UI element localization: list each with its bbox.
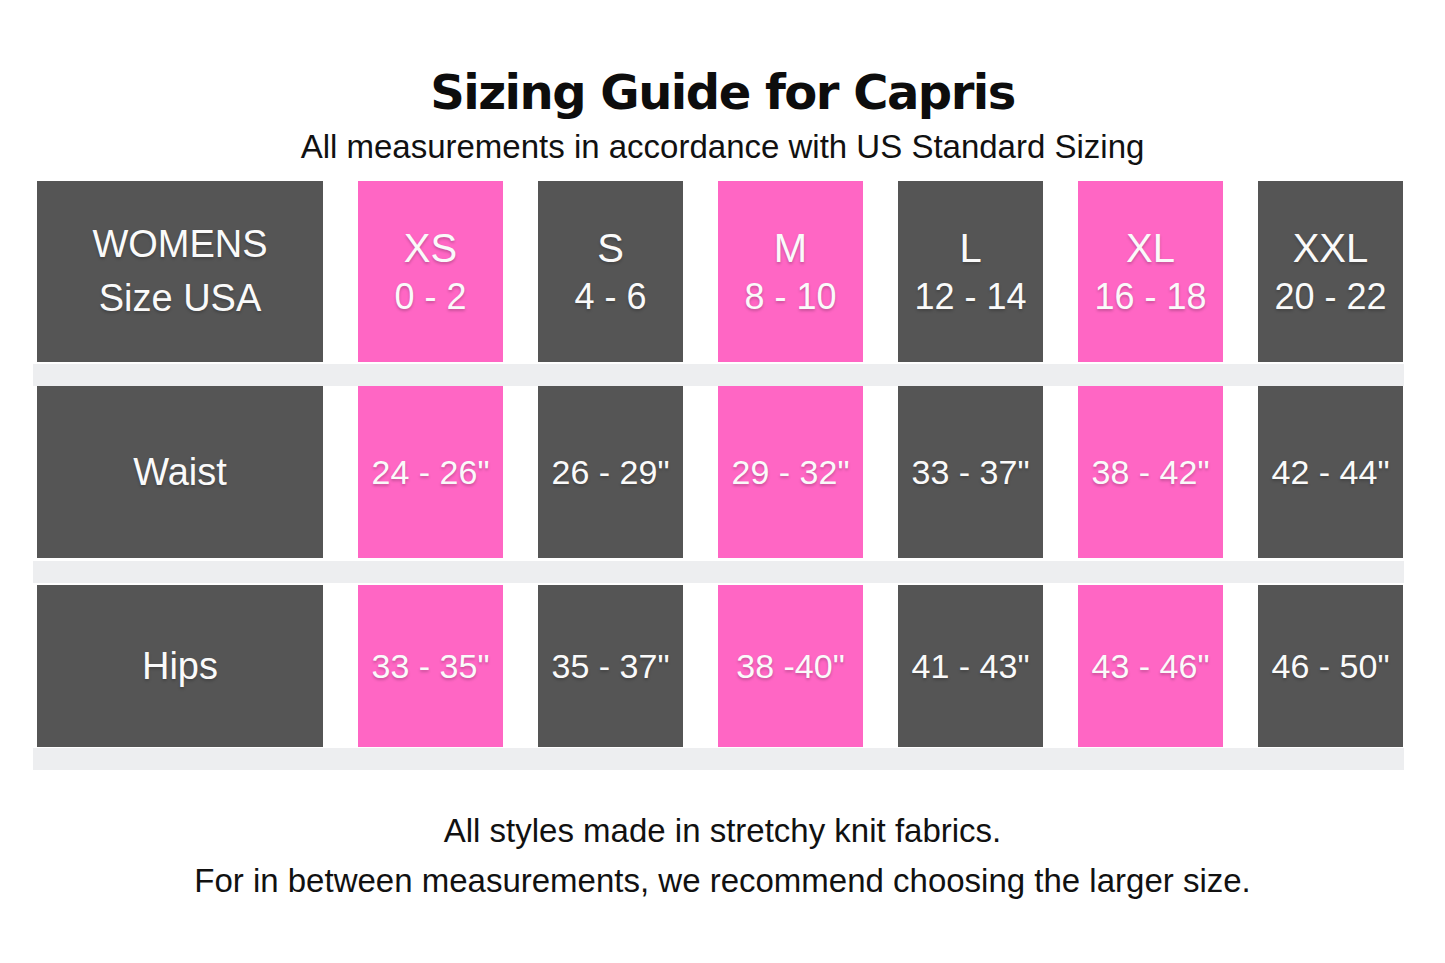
size-range-s: 4 - 6: [574, 274, 646, 321]
sizing-guide-graphic: Sizing Guide for Capris All measurements…: [0, 0, 1445, 963]
waist-value-s: 26 - 29": [552, 453, 670, 492]
header-cell-xs: XS 0 - 2: [358, 181, 503, 362]
waist-cell-xxl: 42 - 44": [1258, 386, 1403, 558]
size-label-l: L: [959, 222, 981, 274]
hips-value-xl: 43 - 46": [1092, 647, 1210, 686]
row-separator: [33, 364, 1404, 386]
sizing-table: WOMENS Size USA XS 0 - 2 S 4 - 6 M 8 - 1…: [37, 181, 1403, 771]
size-range-l: 12 - 14: [914, 274, 1026, 321]
waist-cell-m: 29 - 32": [718, 386, 863, 558]
header-cell-m: M 8 - 10: [718, 181, 863, 362]
table-row-hips: Hips 33 - 35" 35 - 37" 38 -40" 41 - 43" …: [37, 585, 1403, 747]
size-label-xl: XL: [1126, 222, 1175, 274]
waist-value-l: 33 - 37": [912, 453, 1030, 492]
waist-cell-s: 26 - 29": [538, 386, 683, 558]
size-range-xl: 16 - 18: [1094, 274, 1206, 321]
hips-value-xs: 33 - 35": [372, 647, 490, 686]
hips-cell-s: 35 - 37": [538, 585, 683, 747]
waist-value-m: 29 - 32": [732, 453, 850, 492]
corner-cell: WOMENS Size USA: [37, 181, 323, 362]
footer-note-fabrics: All styles made in stretchy knit fabrics…: [0, 806, 1445, 856]
waist-cell-xl: 38 - 42": [1078, 386, 1223, 558]
row-separator: [33, 748, 1404, 770]
table-header-row: WOMENS Size USA XS 0 - 2 S 4 - 6 M 8 - 1…: [37, 181, 1403, 362]
header-cell-xxl: XXL 20 - 22: [1258, 181, 1403, 362]
waist-cell-l: 33 - 37": [898, 386, 1043, 558]
row-label-cell: Hips: [37, 585, 323, 747]
row-label-waist: Waist: [133, 451, 227, 494]
hips-value-l: 41 - 43": [912, 647, 1030, 686]
header-cell-s: S 4 - 6: [538, 181, 683, 362]
size-label-m: M: [774, 222, 807, 274]
hips-value-m: 38 -40": [736, 647, 844, 686]
page-subtitle: All measurements in accordance with US S…: [0, 128, 1445, 166]
waist-cell-xs: 24 - 26": [358, 386, 503, 558]
hips-cell-xl: 43 - 46": [1078, 585, 1223, 747]
header-cell-l: L 12 - 14: [898, 181, 1043, 362]
waist-value-xl: 38 - 42": [1092, 453, 1210, 492]
hips-value-xxl: 46 - 50": [1272, 647, 1390, 686]
size-range-xs: 0 - 2: [394, 274, 466, 321]
waist-value-xxl: 42 - 44": [1272, 453, 1390, 492]
hips-value-s: 35 - 37": [552, 647, 670, 686]
row-label-cell: Waist: [37, 386, 323, 558]
header-cell-xl: XL 16 - 18: [1078, 181, 1223, 362]
size-range-m: 8 - 10: [744, 274, 836, 321]
waist-value-xs: 24 - 26": [372, 453, 490, 492]
size-range-xxl: 20 - 22: [1274, 274, 1386, 321]
footer-notes: All styles made in stretchy knit fabrics…: [0, 806, 1445, 906]
hips-cell-m: 38 -40": [718, 585, 863, 747]
hips-cell-xxl: 46 - 50": [1258, 585, 1403, 747]
hips-cell-l: 41 - 43": [898, 585, 1043, 747]
corner-line-1: WOMENS: [92, 218, 267, 271]
hips-cell-xs: 33 - 35": [358, 585, 503, 747]
size-label-s: S: [597, 222, 624, 274]
footer-note-recommendation: For in between measurements, we recommen…: [0, 856, 1445, 906]
row-label-hips: Hips: [142, 645, 218, 688]
size-label-xs: XS: [404, 222, 457, 274]
row-separator: [33, 561, 1404, 583]
table-row-waist: Waist 24 - 26" 26 - 29" 29 - 32" 33 - 37…: [37, 386, 1403, 558]
size-label-xxl: XXL: [1293, 222, 1369, 274]
corner-line-2: Size USA: [99, 272, 262, 325]
page-title: Sizing Guide for Capris: [0, 64, 1445, 120]
